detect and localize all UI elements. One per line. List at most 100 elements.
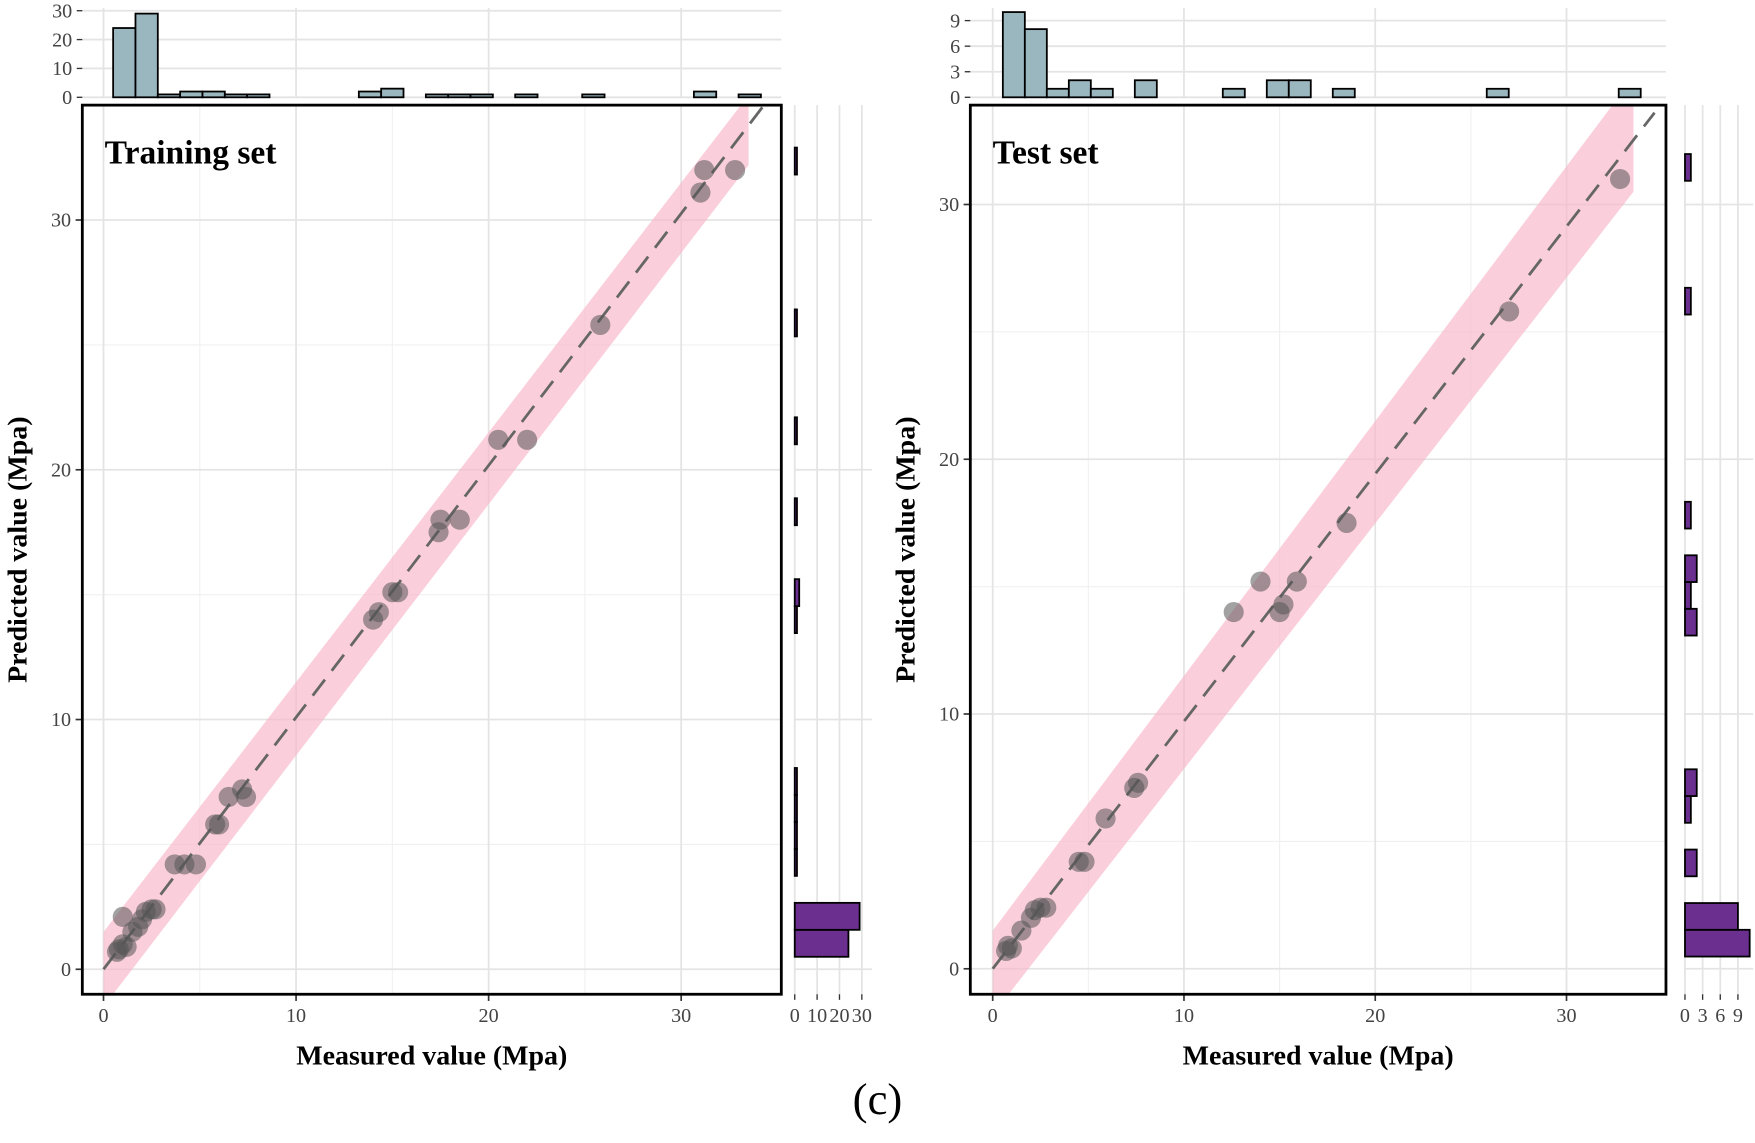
histogram-bar (514, 93, 539, 99)
histogram-bar (1485, 87, 1510, 99)
histogram-bar (1684, 607, 1698, 637)
y-tick-label: 20 (51, 459, 71, 481)
y-axis-label: Predicted value (Mpa) (890, 416, 921, 682)
y-tick-label: 10 (52, 58, 72, 80)
histogram-bar (793, 901, 861, 931)
y-tick-label: 30 (939, 194, 959, 216)
plot-content (102, 105, 766, 995)
data-point (185, 854, 206, 875)
x-tick-label: 30 (1556, 1005, 1576, 1027)
data-point (1609, 168, 1631, 190)
data-point (517, 429, 538, 450)
histogram-bar (1331, 87, 1356, 99)
x-tick-label: 30 (852, 1005, 872, 1027)
x-axis-label: Measured value (Mpa) (296, 1041, 567, 1072)
histogram-bar (1684, 581, 1692, 610)
y-tick-label: 30 (52, 0, 72, 22)
data-point (1499, 301, 1520, 322)
histogram-bar (469, 93, 494, 99)
histogram-bar (793, 605, 798, 635)
data-point (1273, 594, 1294, 615)
histogram-bar (112, 27, 137, 99)
plot-frame (80, 103, 783, 996)
histogram-bar (1089, 87, 1114, 99)
data-point (1074, 851, 1095, 872)
histogram-bar (223, 93, 249, 99)
histogram-bar (357, 90, 383, 99)
data-point (1036, 897, 1057, 918)
histogram-bar (1684, 795, 1692, 824)
y-tick-label: 10 (51, 709, 71, 731)
histogram-bar (380, 87, 405, 99)
figure-caption: (c) (853, 1074, 903, 1124)
histogram-bar (156, 93, 182, 99)
histogram-bar (424, 93, 450, 99)
x-tick-label: 30 (671, 1005, 691, 1027)
histogram-bar (793, 821, 798, 850)
x-tick-label: 20 (829, 1005, 849, 1027)
x-tick-label: 10 (1174, 1005, 1194, 1027)
x-tick-label: 0 (790, 1005, 800, 1027)
data-point (430, 509, 451, 530)
histogram-bar (1133, 79, 1158, 99)
histogram-bar (1287, 79, 1312, 99)
x-tick-label: 10 (807, 1005, 827, 1027)
data-point (725, 159, 746, 181)
x-tick-label: 0 (98, 1005, 108, 1027)
data-point (368, 602, 389, 623)
histogram-bar (793, 308, 798, 338)
data-point (1250, 571, 1271, 592)
x-tick-label: 10 (286, 1005, 306, 1027)
x-tick-label: 20 (479, 1005, 499, 1027)
histogram-bar (793, 848, 798, 877)
confidence-band (103, 105, 749, 995)
x-tick-label: 20 (1365, 1005, 1385, 1027)
x-tick-label: 0 (1680, 1005, 1690, 1027)
data-point (235, 786, 257, 808)
histogram-bar (1684, 848, 1698, 878)
data-point (1128, 772, 1149, 793)
scatter-panel: 0 10 20 30 0 10 20 30 Training set Measured value… (2, 103, 783, 1072)
y-tick-label: 6 (950, 36, 960, 58)
y-tick-label: 0 (61, 959, 71, 981)
data-point (1095, 808, 1116, 829)
histogram-bar (1684, 153, 1692, 182)
data-point (145, 899, 166, 920)
top-histogram: 0 10 20 30 (52, 0, 782, 109)
histogram-bar (1684, 286, 1692, 316)
histogram-bar (581, 93, 606, 99)
y-tick-label: 0 (62, 87, 72, 109)
histogram-bar (793, 416, 798, 446)
y-tick-label: 20 (939, 449, 959, 471)
y-tick-label: 30 (51, 210, 71, 232)
histogram-bar (1684, 500, 1692, 530)
histogram-bar (179, 90, 204, 99)
histogram-bar (1265, 79, 1290, 99)
histogram-bar (793, 497, 798, 527)
y-axis-label: Predicted value (Mpa) (2, 416, 33, 682)
data-point (1336, 512, 1357, 534)
histogram-bar (793, 794, 798, 823)
histogram-bar (793, 578, 801, 608)
x-tick-label: 0 (988, 1005, 998, 1027)
histogram-bar (1684, 928, 1751, 958)
data-point (694, 159, 715, 181)
histogram-bar (246, 93, 271, 99)
data-point (388, 582, 409, 603)
histogram-bar (1001, 11, 1026, 99)
y-tick-label: 0 (949, 958, 959, 980)
histogram-bar (793, 767, 798, 796)
histogram-bar (1067, 79, 1092, 99)
plot-content (991, 105, 1656, 995)
data-point (112, 906, 133, 927)
data-point (208, 814, 230, 835)
confidence-band (992, 105, 1634, 995)
y-tick-label: 9 (950, 10, 960, 32)
x-tick-label: 6 (1715, 1005, 1725, 1027)
histogram-bar (1023, 28, 1048, 99)
right-histogram: 0 10 20 30 (790, 105, 872, 1027)
histogram-bar (693, 90, 718, 99)
